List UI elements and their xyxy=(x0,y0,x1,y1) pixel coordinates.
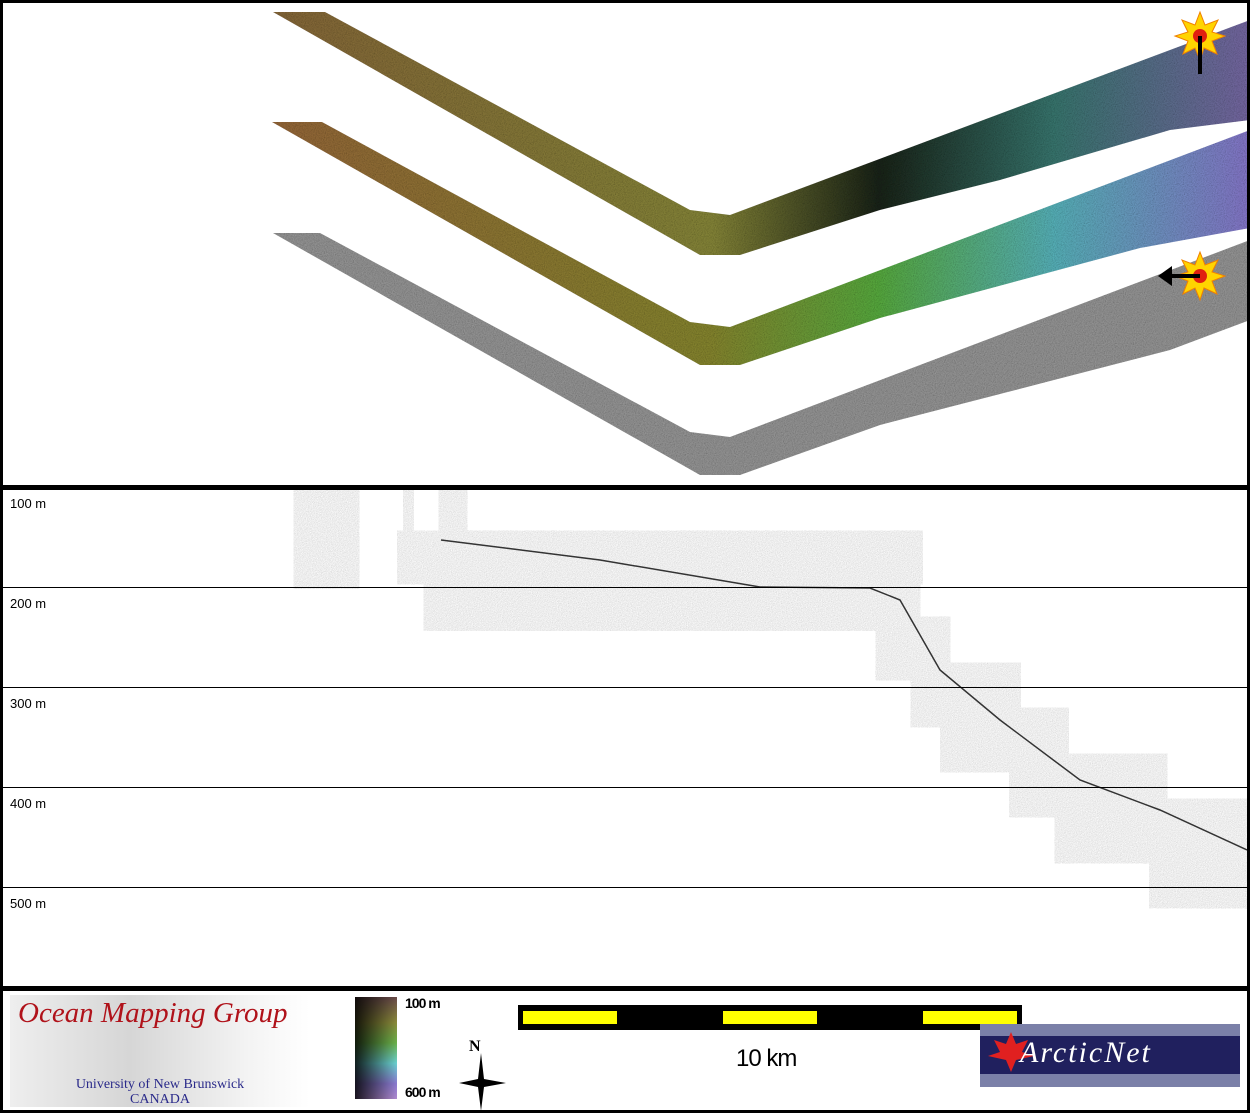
depth-label: 300 m xyxy=(10,696,47,711)
colorbar-min-label: 100 m xyxy=(405,995,441,1011)
subbottom-profile xyxy=(299,491,1247,899)
scale-label: 10 km xyxy=(736,1045,797,1072)
ocean-mapping-group-logo: Ocean Mapping Group University of New Br… xyxy=(10,995,310,1107)
maple-leaf-icon xyxy=(988,1032,1034,1072)
scale-segment xyxy=(523,1011,617,1024)
omg-university: University of New Brunswick xyxy=(75,1077,245,1092)
swath-map-panel xyxy=(3,3,1247,485)
depth-label: 400 m xyxy=(10,796,47,811)
omg-country: CANADA xyxy=(130,1092,190,1107)
colorbar-max-label: 600 m xyxy=(405,1084,441,1100)
depth-colorbar xyxy=(355,997,397,1099)
depth-gridline xyxy=(3,587,1247,588)
omg-title: Ocean Mapping Group xyxy=(18,997,288,1029)
depth-gridline xyxy=(3,787,1247,788)
north-label: N xyxy=(469,1038,481,1055)
arcticnet-text: ArcticNet xyxy=(1020,1036,1152,1069)
depth-label: 100 m xyxy=(10,496,47,511)
scale-segment xyxy=(923,1011,1017,1024)
depth-gridline xyxy=(3,887,1247,888)
depth-profile-panel: 100 m 200 m 300 m 400 m 500 m xyxy=(3,490,1247,986)
backscatter-swath xyxy=(273,233,1247,475)
arcticnet-logo: ArcticNet xyxy=(980,1024,1240,1087)
shaded-relief-swath xyxy=(273,12,1247,255)
scale-segment xyxy=(723,1011,817,1024)
colour-bathymetry-swath xyxy=(272,122,1247,365)
compass-icon xyxy=(459,1053,506,1111)
depth-label: 200 m xyxy=(10,596,47,611)
explosion-icon xyxy=(1158,250,1227,302)
scale-bar xyxy=(518,1005,1022,1030)
explosion-icon xyxy=(1173,10,1227,74)
depth-gridline xyxy=(3,687,1247,688)
depth-label: 500 m xyxy=(10,896,47,911)
legend-panel: Ocean Mapping Group University of New Br… xyxy=(3,991,1247,1111)
